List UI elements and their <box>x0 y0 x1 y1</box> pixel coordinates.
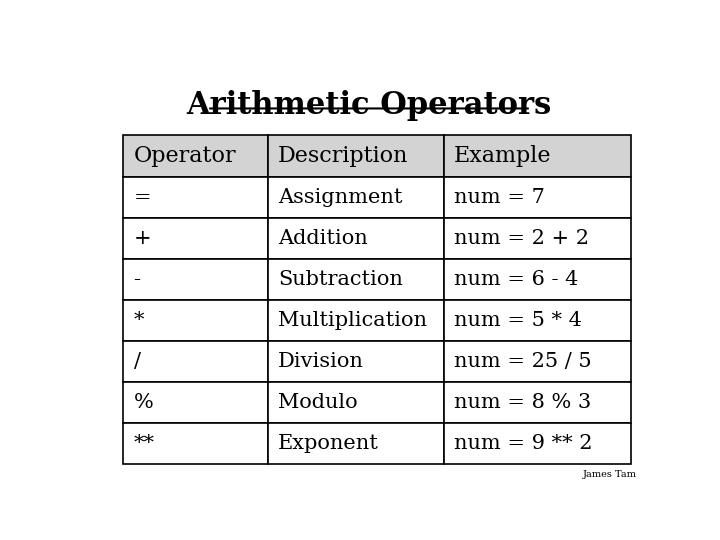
Text: Description: Description <box>278 145 408 167</box>
Bar <box>444 382 631 423</box>
Bar <box>268 423 444 464</box>
Text: Exponent: Exponent <box>278 434 379 453</box>
Bar <box>124 218 268 259</box>
Text: Modulo: Modulo <box>278 393 357 412</box>
Text: Multiplication: Multiplication <box>278 310 427 330</box>
Text: *: * <box>133 310 144 330</box>
Bar <box>444 218 631 259</box>
Text: num = 2 + 2: num = 2 + 2 <box>454 228 589 248</box>
Bar <box>268 382 444 423</box>
Bar <box>124 382 268 423</box>
Text: -: - <box>133 269 140 289</box>
Text: +: + <box>133 228 151 248</box>
Bar <box>268 177 444 218</box>
Text: num = 7: num = 7 <box>454 187 545 207</box>
Text: Example: Example <box>454 145 552 167</box>
Bar <box>124 300 268 341</box>
Bar <box>124 259 268 300</box>
Text: Assignment: Assignment <box>278 187 402 207</box>
Text: Arithmetic Operators: Arithmetic Operators <box>186 90 552 121</box>
Bar <box>444 136 631 177</box>
Bar <box>268 136 444 177</box>
Text: num = 5 * 4: num = 5 * 4 <box>454 310 582 330</box>
Bar <box>444 423 631 464</box>
Bar <box>444 177 631 218</box>
Text: %: % <box>133 393 153 412</box>
Bar <box>444 259 631 300</box>
Text: Division: Division <box>278 352 364 371</box>
Text: Addition: Addition <box>278 228 368 248</box>
Bar <box>124 177 268 218</box>
Text: num = 6 - 4: num = 6 - 4 <box>454 269 579 289</box>
Text: num = 25 / 5: num = 25 / 5 <box>454 352 592 371</box>
Bar <box>124 136 268 177</box>
Bar <box>444 300 631 341</box>
Bar <box>124 423 268 464</box>
Text: James Tam: James Tam <box>583 469 637 478</box>
Bar <box>268 300 444 341</box>
Bar <box>124 341 268 382</box>
Text: /: / <box>133 352 140 371</box>
Text: =: = <box>133 187 151 207</box>
Text: num = 8 % 3: num = 8 % 3 <box>454 393 591 412</box>
Bar <box>268 341 444 382</box>
Text: Operator: Operator <box>133 145 236 167</box>
Bar <box>268 259 444 300</box>
Text: num = 9 ** 2: num = 9 ** 2 <box>454 434 593 453</box>
Text: Subtraction: Subtraction <box>278 269 402 289</box>
Text: **: ** <box>133 434 155 453</box>
Bar <box>268 218 444 259</box>
Bar <box>444 341 631 382</box>
